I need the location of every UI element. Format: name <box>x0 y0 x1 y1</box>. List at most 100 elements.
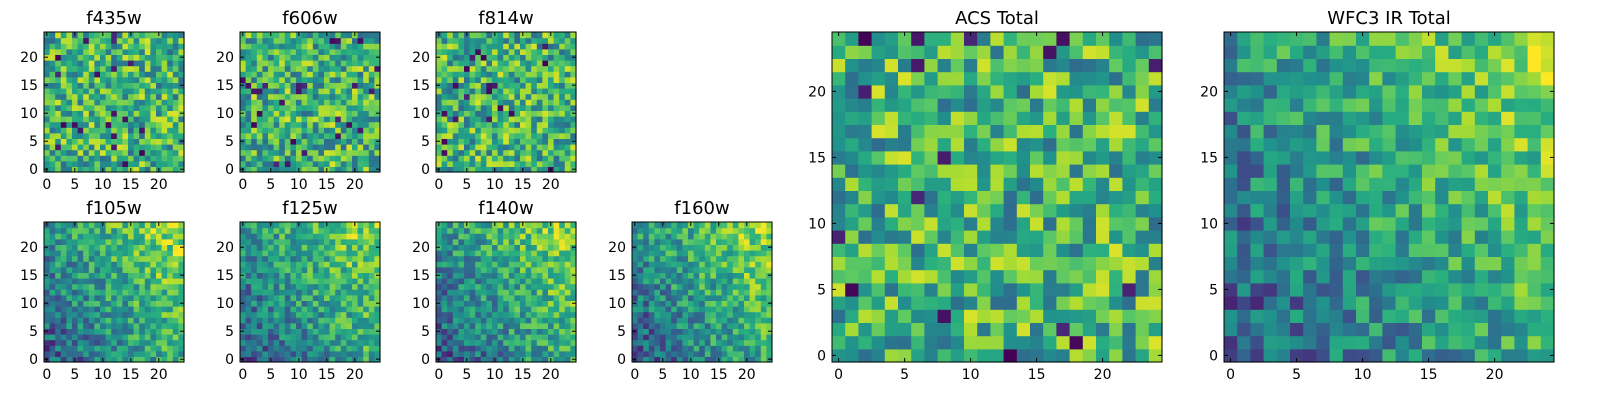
heatmap-cell <box>88 306 95 313</box>
heatmap-cell <box>480 71 487 78</box>
heatmap-cell <box>564 261 571 268</box>
heatmap-cell <box>964 335 978 350</box>
heatmap-cell <box>324 294 331 301</box>
heatmap-cell <box>682 322 689 329</box>
heatmap-cell <box>167 266 174 273</box>
heatmap-cell <box>665 345 672 352</box>
heatmap-cell <box>296 138 303 145</box>
heatmap-cell <box>727 227 734 234</box>
heatmap-cell <box>307 244 314 251</box>
heatmap-cell <box>492 132 499 139</box>
heatmap-cell <box>654 261 661 268</box>
heatmap-cell <box>167 328 174 335</box>
heatmap-cell <box>122 294 129 301</box>
heatmap-cell <box>251 227 258 234</box>
heatmap-cell <box>548 60 555 67</box>
heatmap-cell <box>77 110 84 117</box>
heatmap-cell <box>262 82 269 89</box>
heatmap-cell <box>508 166 515 173</box>
heatmap-cell <box>105 144 112 151</box>
heatmap-cell <box>178 127 185 134</box>
heatmap-cell <box>72 48 79 55</box>
heatmap-cell <box>1082 203 1097 218</box>
heatmap-cell <box>279 127 286 134</box>
heatmap-cell <box>749 294 756 301</box>
heatmap-cell <box>508 110 515 117</box>
heatmap-cell <box>150 127 157 134</box>
heatmap-cell <box>55 155 62 162</box>
heatmap-cell <box>251 82 258 89</box>
heatmap-cell <box>1043 177 1057 191</box>
heatmap-cell <box>144 76 151 83</box>
heatmap-cell <box>749 350 756 357</box>
heatmap-cell <box>749 222 756 229</box>
heatmap-cell <box>290 43 297 50</box>
heatmap-cell <box>458 233 465 240</box>
heatmap-cell <box>497 149 504 156</box>
heatmap-cell <box>100 311 107 318</box>
heatmap-cell <box>441 350 448 357</box>
heatmap-cell <box>570 317 577 324</box>
heatmap-cell <box>564 350 571 357</box>
heatmap-cell <box>240 99 247 106</box>
heatmap-cell <box>256 71 263 78</box>
heatmap-cell <box>363 54 370 61</box>
heatmap-cell <box>514 238 521 245</box>
heatmap-cell <box>290 121 297 128</box>
heatmap-cell <box>66 149 73 156</box>
heatmap-cell <box>760 278 767 285</box>
heatmap-cell <box>682 233 689 240</box>
heatmap-cell <box>167 48 174 55</box>
heatmap-cell <box>66 289 73 296</box>
heatmap-cell <box>116 266 123 273</box>
heatmap-cell <box>1069 190 1084 205</box>
heatmap-cell <box>318 250 325 257</box>
heatmap-cell <box>436 93 443 100</box>
heatmap-cell <box>357 227 364 234</box>
heatmap-cell <box>161 104 168 111</box>
heatmap-cell <box>536 99 543 106</box>
heatmap-cell <box>1135 335 1150 350</box>
heatmap-cell <box>452 138 459 145</box>
heatmap-cell <box>749 311 756 318</box>
heatmap-cell <box>329 272 336 279</box>
heatmap-cell <box>374 261 381 268</box>
heatmap-cell <box>284 278 291 285</box>
heatmap-cell <box>144 149 151 156</box>
heatmap-cell <box>1109 177 1123 191</box>
heatmap-cell <box>340 160 347 167</box>
heatmap-cell <box>1030 190 1044 205</box>
heatmap-cell <box>710 350 717 357</box>
heatmap-cell <box>128 322 135 329</box>
heatmap-cell <box>553 272 560 279</box>
heatmap-cell <box>553 43 560 50</box>
heatmap-cell <box>122 328 129 335</box>
heatmap-cell <box>122 306 129 313</box>
heatmap-cell <box>312 345 319 352</box>
heatmap-cell <box>296 71 303 78</box>
heatmap-cell <box>128 306 135 313</box>
heatmap-cell <box>536 350 543 357</box>
heatmap-cell <box>128 37 135 44</box>
heatmap-cell <box>352 43 359 50</box>
heatmap-cell <box>660 238 667 245</box>
heatmap-cell <box>508 227 515 234</box>
heatmap-cell <box>307 43 314 50</box>
heatmap-cell <box>133 32 140 39</box>
heatmap-cell <box>290 227 297 234</box>
heatmap-cell <box>514 227 521 234</box>
heatmap-cell <box>503 306 510 313</box>
heatmap-cell <box>898 203 912 218</box>
heatmap-cell <box>296 328 303 335</box>
heatmap-cell <box>105 261 112 268</box>
heatmap-cell <box>83 317 90 324</box>
heatmap-cell <box>845 177 859 191</box>
heatmap-cell <box>335 76 342 83</box>
heatmap-cell <box>977 190 991 205</box>
heatmap-cell <box>172 255 179 262</box>
heatmap-cell <box>447 60 454 67</box>
heatmap-cell <box>301 227 308 234</box>
heatmap-cell <box>548 76 555 83</box>
heatmap-cell <box>1030 256 1044 271</box>
heatmap-cell <box>937 269 952 284</box>
